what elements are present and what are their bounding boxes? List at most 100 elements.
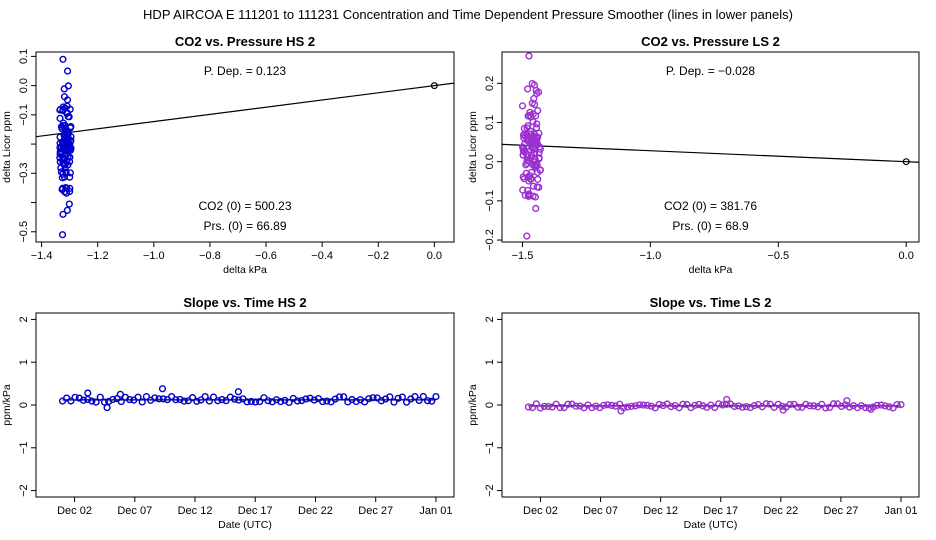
data-point <box>522 161 530 169</box>
plot-area <box>58 385 440 412</box>
data-point <box>794 403 802 411</box>
data-point <box>117 397 125 406</box>
data-point <box>734 402 743 410</box>
y-axis-label: ppm/kPa <box>1 384 13 426</box>
annotation-co2-0: CO2 (0) = 500.23 <box>198 199 291 213</box>
data-point <box>59 55 67 63</box>
panel-co2-vs-pressure-ls: CO2 vs. Pressure LS 2 −1.5 −1.0 −0.5 0.0 −0.2… <box>467 34 920 276</box>
x-axis-label: Date (UTC) <box>684 519 738 531</box>
data-point <box>730 402 739 411</box>
data-point <box>523 157 531 165</box>
data-point <box>531 193 540 201</box>
figure-suptitle: HDP AIRCOA E 111201 to 111231 Concentrat… <box>143 7 793 22</box>
x-tick-label: Jan 01 <box>884 505 917 517</box>
data-point <box>116 390 124 398</box>
data-point <box>323 397 331 405</box>
data-point <box>285 398 293 407</box>
data-point <box>608 401 616 409</box>
data-point <box>61 121 69 130</box>
data-point <box>826 403 834 412</box>
y-tick-label: −2 <box>18 484 30 497</box>
annotation-prs-0: Prs. (0) = 66.89 <box>203 219 286 233</box>
data-point <box>394 394 402 402</box>
y-tick-label: 2 <box>18 316 30 322</box>
data-point <box>893 400 901 409</box>
data-point <box>66 153 74 161</box>
data-point <box>659 401 667 410</box>
origin-point <box>430 82 438 90</box>
data-point <box>109 395 117 404</box>
data-point <box>527 168 536 176</box>
y-tick-label: −0.3 <box>18 162 30 184</box>
data-point <box>369 394 377 402</box>
data-point <box>251 398 260 406</box>
data-point <box>529 182 538 190</box>
data-point <box>411 392 419 401</box>
x-tick-label: 0.0 <box>899 250 914 262</box>
data-point <box>532 400 540 408</box>
data-point <box>691 401 699 409</box>
x-tick-label: −0.8 <box>199 250 221 262</box>
data-point <box>172 396 180 404</box>
data-point <box>67 397 75 405</box>
x-tick-label: −1.0 <box>640 250 662 262</box>
data-point <box>335 393 344 401</box>
panel-slope-vs-time-hs: Slope vs. Time HS 2 Dec 02 Dec 07 Dec 12 Dec… <box>1 295 455 531</box>
data-point <box>534 175 542 183</box>
y-tick-label: 0.1 <box>484 115 496 130</box>
data-point <box>158 385 167 393</box>
y-tick-label: −2 <box>484 484 496 497</box>
annotation-p-dep: P. Dep. = −0.028 <box>666 64 756 78</box>
x-tick-label: −1.0 <box>143 250 165 262</box>
x-tick-label: 0.0 <box>427 250 442 262</box>
x-tick-label: −1.2 <box>87 250 109 262</box>
data-point <box>742 403 751 411</box>
plot-area <box>36 55 454 239</box>
fit-line <box>502 143 919 163</box>
data-point <box>390 398 398 406</box>
data-point <box>523 153 531 161</box>
x-tick-label: Jan 01 <box>419 505 452 517</box>
data-point <box>643 401 651 409</box>
data-point <box>722 400 731 408</box>
x-tick-label: Dec 17 <box>238 505 273 517</box>
data-point <box>142 392 151 401</box>
data-point <box>100 398 109 406</box>
data-point <box>762 400 770 408</box>
x-tick-label: −0.5 <box>767 250 789 262</box>
data-point <box>738 403 747 411</box>
plot-frame <box>501 51 920 243</box>
y-tick-label: −1 <box>484 442 496 455</box>
panel-co2-vs-pressure-hs: CO2 vs. Pressure HS 2 −1.4 −1.2 −1.0 −0.8 −0.… <box>1 34 455 276</box>
data-point <box>66 173 74 181</box>
data-point <box>520 124 528 133</box>
data-point <box>188 394 197 402</box>
data-point <box>302 395 310 403</box>
y-tick-label: −0.1 <box>484 190 496 212</box>
data-point <box>525 177 533 185</box>
data-point <box>750 401 758 410</box>
data-point <box>66 169 74 177</box>
data-point <box>520 147 528 156</box>
x-tick-label: −1.5 <box>512 250 534 262</box>
data-point <box>65 113 73 121</box>
data-point <box>806 402 814 410</box>
data-point <box>612 402 620 410</box>
data-point <box>822 404 830 412</box>
y-axis-label: ppm/kPa <box>467 384 479 426</box>
data-point <box>535 155 543 163</box>
x-tick-label: Dec 02 <box>57 505 92 517</box>
data-point <box>525 52 533 60</box>
data-point <box>519 143 527 152</box>
data-point <box>218 396 226 404</box>
data-point <box>222 397 230 405</box>
data-point <box>247 397 255 406</box>
x-tick-label: −0.6 <box>255 250 277 262</box>
data-point <box>639 401 647 409</box>
data-point <box>675 404 683 412</box>
data-point <box>530 81 539 89</box>
data-point <box>92 398 100 406</box>
data-point <box>56 114 64 122</box>
data-point <box>536 145 544 153</box>
data-point <box>723 395 731 404</box>
